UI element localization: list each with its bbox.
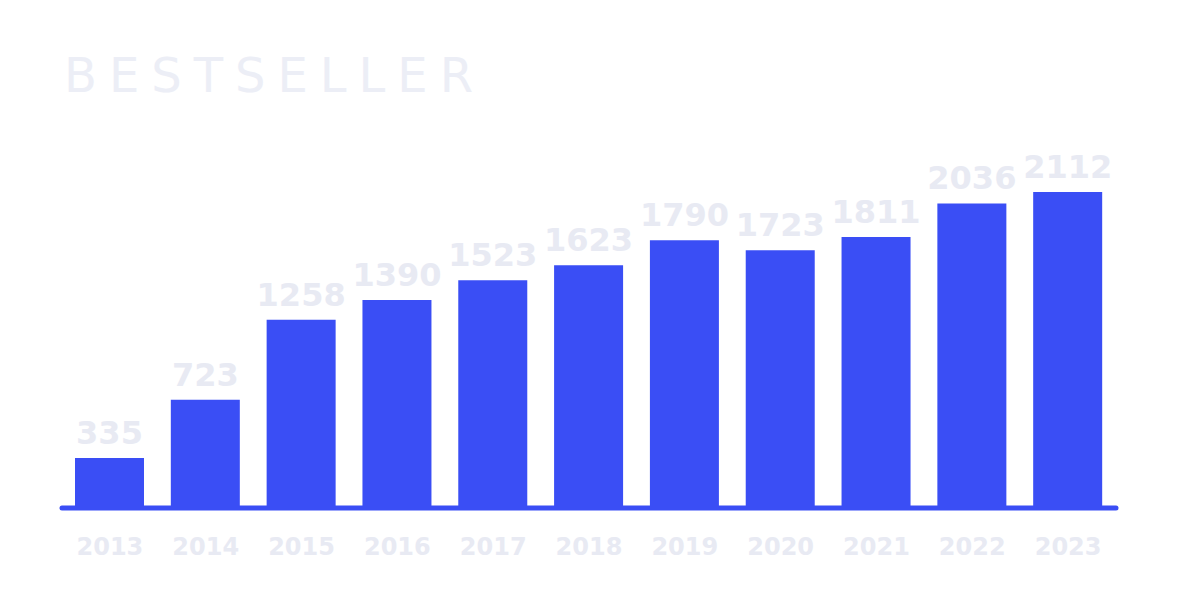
svg-text:2013: 2013 bbox=[77, 533, 144, 561]
svg-text:1390: 1390 bbox=[352, 256, 441, 294]
svg-text:723: 723 bbox=[172, 356, 239, 394]
svg-text:1811: 1811 bbox=[832, 193, 921, 231]
svg-text:1623: 1623 bbox=[544, 221, 633, 259]
svg-text:1258: 1258 bbox=[257, 276, 346, 314]
svg-text:2023: 2023 bbox=[1035, 533, 1102, 561]
svg-text:2021: 2021 bbox=[843, 533, 910, 561]
svg-text:2036: 2036 bbox=[927, 159, 1016, 197]
svg-text:2015: 2015 bbox=[268, 533, 335, 561]
svg-text:1523: 1523 bbox=[448, 236, 537, 274]
svg-text:2019: 2019 bbox=[651, 533, 718, 561]
svg-text:2018: 2018 bbox=[556, 533, 623, 561]
html-text:BESTSELLER: BESTSELLER bbox=[64, 47, 485, 103]
svg-text:2014: 2014 bbox=[172, 533, 239, 561]
svg-text:2112: 2112 bbox=[1023, 148, 1112, 186]
svg-text:335: 335 bbox=[76, 414, 143, 452]
svg-text:2017: 2017 bbox=[460, 533, 527, 561]
svg-text:1723: 1723 bbox=[736, 206, 825, 244]
svg-text:1790: 1790 bbox=[640, 196, 729, 234]
svg-text:2020: 2020 bbox=[747, 533, 814, 561]
svg-text:2016: 2016 bbox=[364, 533, 431, 561]
svg-text:2022: 2022 bbox=[939, 533, 1006, 561]
